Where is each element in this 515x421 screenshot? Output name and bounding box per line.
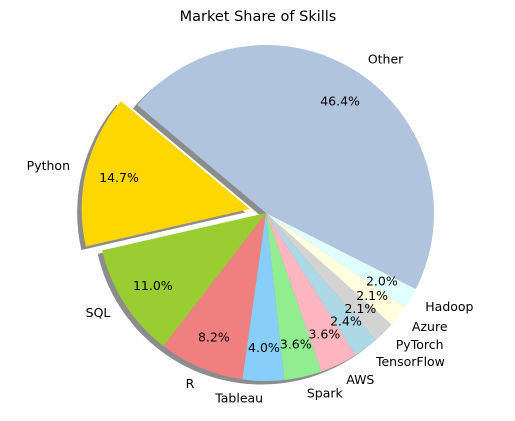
slice-label-tensorflow: TensorFlow [375,354,445,369]
pie-slice-spark [266,213,322,380]
pie-slice-sql [102,213,266,347]
pie-slice-hadoop [266,213,416,308]
slice-percent-hadoop: 2.0% [366,274,398,289]
slice-percent-sql: 11.0% [133,278,173,293]
slice-label-aws: AWS [346,372,374,387]
pie-slice-tableau [242,213,285,381]
pie-slice-tensorflow [266,213,376,356]
slice-label-pytorch: PyTorch [396,337,444,352]
slice-label-spark: Spark [307,386,344,401]
slice-percent-r: 8.2% [198,329,230,344]
slice-label-tableau: Tableau [214,390,263,405]
pie-slice-r [163,213,266,380]
slice-label-sql: SQL [86,305,111,320]
slice-percent-tableau: 4.0% [248,340,280,355]
chart-title: Market Share of Skills [180,9,337,25]
slice-percent-azure: 2.1% [356,288,388,303]
slice-label-r: R [186,376,195,391]
label-layer: Python 14.7% SQL 11.0% R 8.2% Tableau 4.0% Spark… [27,51,474,405]
pie-slice-pytorch [266,213,392,341]
pie-slice-python [81,101,250,247]
slice-percent-spark: 3.6% [280,337,312,352]
slice-percent-python: 14.7% [99,170,139,185]
slice-label-hadoop: Hadoop [425,299,473,314]
slice-percent-tensorflow: 2.4% [330,314,362,329]
pie-slice-other [137,45,434,289]
slice-layer [81,45,434,381]
slice-label-azure: Azure [412,319,448,334]
slice-percent-aws: 3.6% [308,327,340,342]
slice-percent-other: 46.4% [320,93,360,108]
slice-label-python: Python [27,158,70,173]
pie-slice-aws [266,213,356,372]
slice-percent-pytorch: 2.1% [344,301,376,316]
slice-label-other: Other [368,51,404,66]
pie-slice-azure [266,213,406,325]
